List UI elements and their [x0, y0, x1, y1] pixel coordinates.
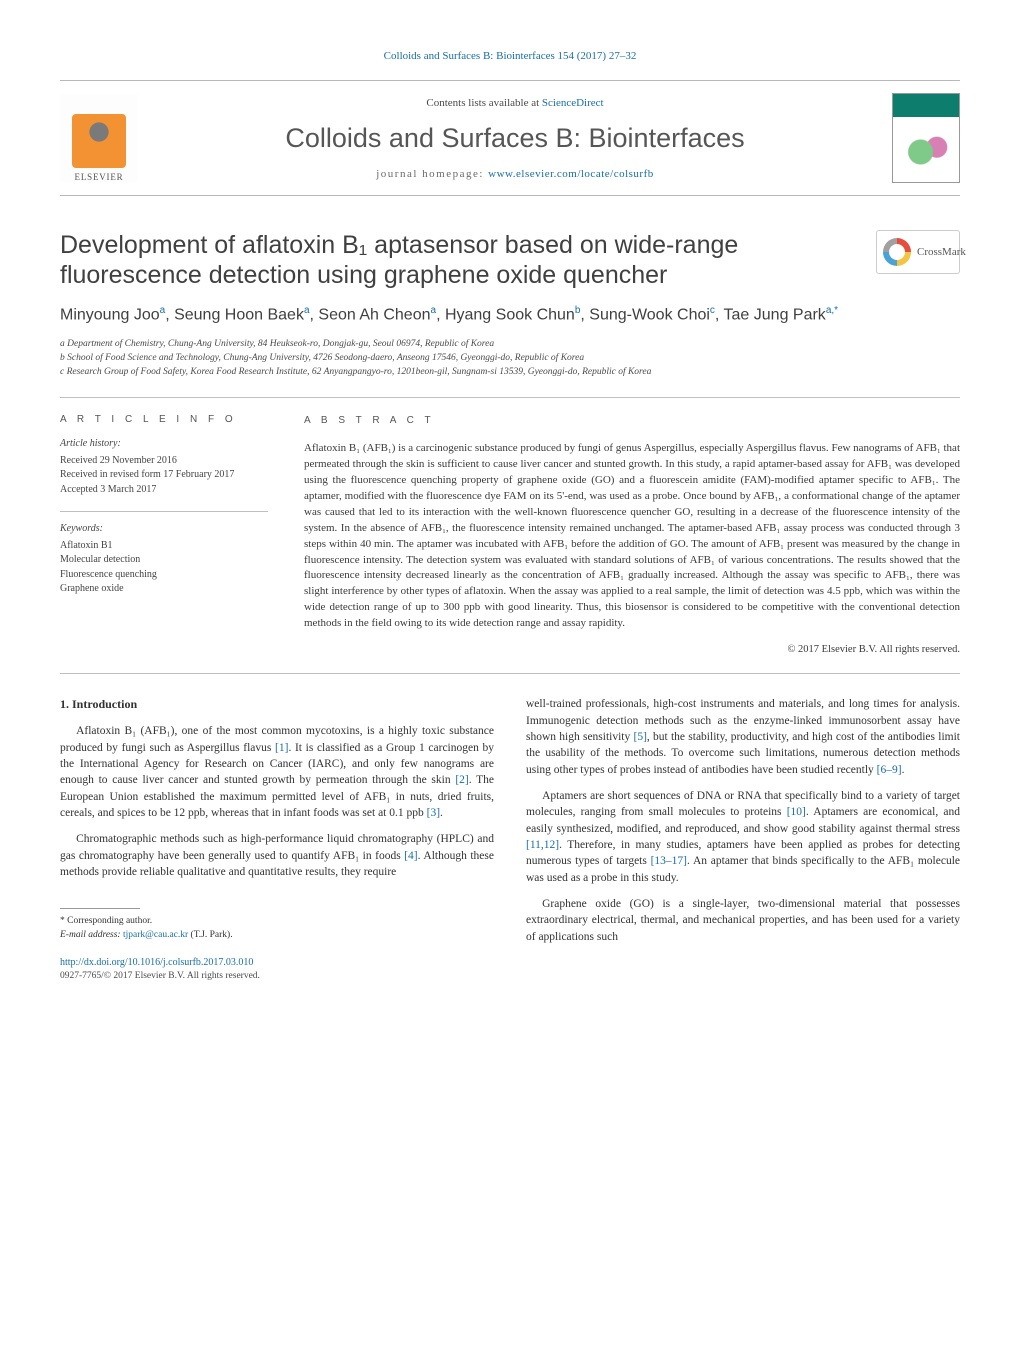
citation-link[interactable]: [10]	[787, 806, 806, 818]
keywords-lines: Aflatoxin B1Molecular detectionFluoresce…	[60, 539, 268, 597]
left-paragraphs: Aflatoxin B₁ (AFB₁), one of the most com…	[60, 723, 494, 880]
body-left-column: 1. Introduction Aflatoxin B₁ (AFB₁), one…	[60, 696, 494, 983]
email-person: (T.J. Park).	[188, 930, 232, 940]
running-citation: 154 (2017) 27–32	[558, 50, 637, 62]
body-right-column: well-trained professionals, high-cost in…	[526, 696, 960, 983]
journal-homepage-line: journal homepage: www.elsevier.com/locat…	[156, 168, 874, 180]
affiliations: a Department of Chemistry, Chung-Ang Uni…	[60, 337, 960, 380]
article-title: Development of aflatoxin B₁ aptasensor b…	[60, 230, 862, 290]
citation-link[interactable]: [3]	[427, 807, 440, 819]
page-container: Colloids and Surfaces B: Biointerfaces 1…	[0, 0, 1020, 1023]
body-two-column: 1. Introduction Aflatoxin B₁ (AFB₁), one…	[60, 696, 960, 983]
contents-available-line: Contents lists available at ScienceDirec…	[156, 97, 874, 109]
crossmark-icon	[883, 238, 911, 266]
body-para: well-trained professionals, high-cost in…	[526, 696, 960, 778]
body-para: Aflatoxin B₁ (AFB₁), one of the most com…	[60, 723, 494, 821]
affiliation-line: b School of Food Science and Technology,…	[60, 351, 960, 365]
history-line: Received 29 November 2016	[60, 454, 268, 469]
keyword-line: Aflatoxin B1	[60, 539, 268, 554]
keywords-block: Keywords: Aflatoxin B1Molecular detectio…	[60, 522, 268, 597]
footnote-block: * Corresponding author. E-mail address: …	[60, 908, 494, 983]
section-1-heading: 1. Introduction	[60, 696, 494, 713]
history-line: Accepted 3 March 2017	[60, 483, 268, 498]
corresponding-author: * Corresponding author.	[60, 915, 494, 928]
info-abstract-row: A R T I C L E I N F O Article history: R…	[60, 414, 960, 657]
citation-link[interactable]: [1]	[275, 742, 288, 754]
journal-title: Colloids and Surfaces B: Biointerfaces	[156, 123, 874, 154]
elsevier-logo: ELSEVIER	[60, 94, 138, 182]
elsevier-tree-icon	[72, 114, 126, 168]
citation-link[interactable]: [5]	[634, 731, 647, 743]
running-head-link[interactable]: Colloids and Surfaces B: Biointerfaces 1…	[384, 50, 637, 62]
title-row: Development of aflatoxin B₁ aptasensor b…	[60, 230, 960, 290]
crossmark-badge[interactable]: CrossMark	[876, 230, 960, 274]
affiliation-line: c Research Group of Food Safety, Korea F…	[60, 365, 960, 379]
author-list: Minyoung Jooa, Seung Hoon Baeka, Seon Ah…	[60, 304, 960, 327]
crossmark-label: CrossMark	[917, 246, 966, 258]
citation-link[interactable]: [6–9]	[877, 764, 902, 776]
abstract-copyright: © 2017 Elsevier B.V. All rights reserved…	[304, 642, 960, 657]
journal-cover-thumb	[892, 93, 960, 183]
masthead-center: Contents lists available at ScienceDirec…	[156, 97, 874, 180]
homepage-url[interactable]: www.elsevier.com/locate/colsurfb	[488, 168, 654, 180]
citation-link[interactable]: [13–17]	[651, 855, 687, 867]
info-divider	[60, 511, 268, 512]
divider-top	[60, 397, 960, 398]
abstract-text: Aflatoxin B₁ (AFB₁) is a carcinogenic su…	[304, 441, 960, 632]
article-info-column: A R T I C L E I N F O Article history: R…	[60, 414, 268, 657]
keyword-line: Fluorescence quenching	[60, 568, 268, 583]
keyword-line: Molecular detection	[60, 553, 268, 568]
body-para: Graphene oxide (GO) is a single-layer, t…	[526, 896, 960, 945]
citation-link[interactable]: [2]	[455, 774, 468, 786]
sciencedirect-link[interactable]: ScienceDirect	[542, 97, 604, 109]
body-para: Aptamers are short sequences of DNA or R…	[526, 788, 960, 886]
homepage-label: journal homepage:	[376, 168, 488, 180]
article-info-heading: A R T I C L E I N F O	[60, 414, 268, 425]
journal-masthead: ELSEVIER Contents lists available at Sci…	[60, 80, 960, 196]
article-history-block: Article history: Received 29 November 20…	[60, 437, 268, 497]
right-paragraphs: well-trained professionals, high-cost in…	[526, 696, 960, 945]
running-journal: Colloids and Surfaces B: Biointerfaces	[384, 50, 555, 62]
doi-link[interactable]: http://dx.doi.org/10.1016/j.colsurfb.201…	[60, 956, 494, 970]
abstract-column: A B S T R A C T Aflatoxin B₁ (AFB₁) is a…	[304, 414, 960, 657]
email-label: E-mail address:	[60, 930, 123, 940]
footnote-rule	[60, 908, 140, 909]
elsevier-wordmark: ELSEVIER	[75, 172, 124, 182]
history-lines: Received 29 November 2016Received in rev…	[60, 454, 268, 498]
corresponding-email-line: E-mail address: tjpark@cau.ac.kr (T.J. P…	[60, 929, 494, 942]
citation-link[interactable]: [11,12]	[526, 839, 559, 851]
issn-copyright: 0927-7765/© 2017 Elsevier B.V. All right…	[60, 970, 494, 983]
history-label: Article history:	[60, 437, 268, 452]
running-head: Colloids and Surfaces B: Biointerfaces 1…	[60, 50, 960, 62]
citation-link[interactable]: [4]	[404, 850, 417, 862]
divider-bottom	[60, 673, 960, 674]
email-address[interactable]: tjpark@cau.ac.kr	[123, 930, 188, 940]
body-para: Chromatographic methods such as high-per…	[60, 831, 494, 880]
keyword-line: Graphene oxide	[60, 582, 268, 597]
keywords-label: Keywords:	[60, 522, 268, 537]
affiliation-line: a Department of Chemistry, Chung-Ang Uni…	[60, 337, 960, 351]
history-line: Received in revised form 17 February 201…	[60, 468, 268, 483]
abstract-heading: A B S T R A C T	[304, 414, 960, 429]
contents-prefix: Contents lists available at	[426, 97, 541, 109]
